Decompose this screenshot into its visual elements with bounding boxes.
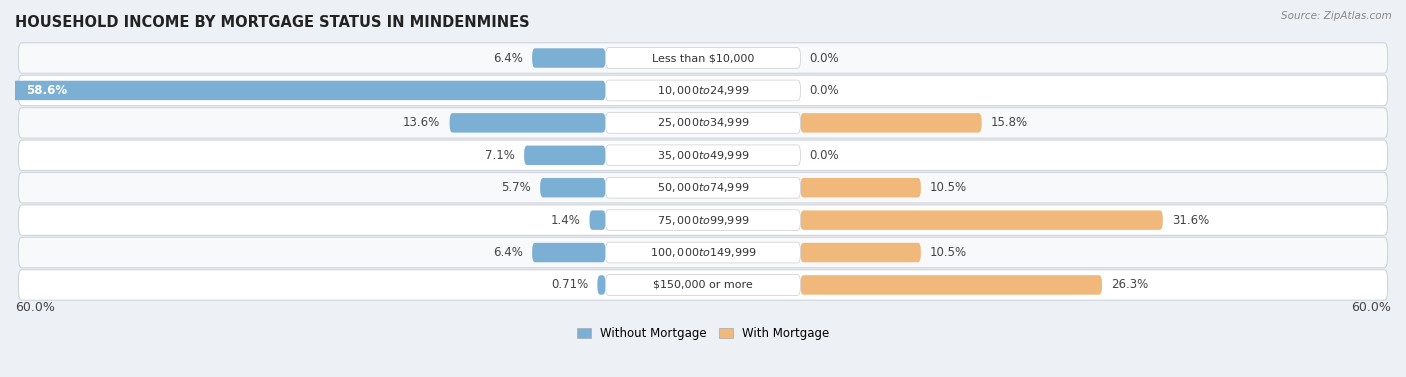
FancyBboxPatch shape [606, 145, 800, 166]
FancyBboxPatch shape [18, 140, 1388, 170]
Text: 6.4%: 6.4% [494, 52, 523, 64]
FancyBboxPatch shape [18, 172, 1388, 203]
Text: 0.71%: 0.71% [551, 279, 588, 291]
Text: $150,000 or more: $150,000 or more [654, 280, 752, 290]
FancyBboxPatch shape [18, 107, 1388, 138]
Text: 10.5%: 10.5% [929, 246, 967, 259]
Text: 7.1%: 7.1% [485, 149, 515, 162]
FancyBboxPatch shape [524, 146, 606, 165]
Text: $35,000 to $49,999: $35,000 to $49,999 [657, 149, 749, 162]
Text: HOUSEHOLD INCOME BY MORTGAGE STATUS IN MINDENMINES: HOUSEHOLD INCOME BY MORTGAGE STATUS IN M… [15, 15, 530, 30]
Text: 0.0%: 0.0% [810, 84, 839, 97]
FancyBboxPatch shape [800, 178, 921, 198]
Text: $100,000 to $149,999: $100,000 to $149,999 [650, 246, 756, 259]
FancyBboxPatch shape [598, 275, 606, 295]
FancyBboxPatch shape [18, 205, 1388, 235]
Text: $25,000 to $34,999: $25,000 to $34,999 [657, 116, 749, 129]
FancyBboxPatch shape [540, 178, 606, 198]
FancyBboxPatch shape [606, 48, 800, 68]
Text: $50,000 to $74,999: $50,000 to $74,999 [657, 181, 749, 194]
FancyBboxPatch shape [18, 270, 1388, 300]
FancyBboxPatch shape [800, 275, 1102, 295]
FancyBboxPatch shape [589, 210, 606, 230]
Text: 10.5%: 10.5% [929, 181, 967, 194]
FancyBboxPatch shape [18, 43, 1388, 73]
FancyBboxPatch shape [531, 243, 606, 262]
FancyBboxPatch shape [531, 48, 606, 68]
FancyBboxPatch shape [606, 242, 800, 263]
Text: 1.4%: 1.4% [550, 214, 581, 227]
FancyBboxPatch shape [0, 81, 606, 100]
FancyBboxPatch shape [18, 237, 1388, 268]
Text: Less than $10,000: Less than $10,000 [652, 53, 754, 63]
FancyBboxPatch shape [18, 75, 1388, 106]
Text: 60.0%: 60.0% [1351, 300, 1391, 314]
FancyBboxPatch shape [606, 210, 800, 230]
FancyBboxPatch shape [800, 210, 1163, 230]
Text: $10,000 to $24,999: $10,000 to $24,999 [657, 84, 749, 97]
Text: 0.0%: 0.0% [810, 52, 839, 64]
Legend: Without Mortgage, With Mortgage: Without Mortgage, With Mortgage [572, 322, 834, 345]
Text: Source: ZipAtlas.com: Source: ZipAtlas.com [1281, 11, 1392, 21]
Text: 15.8%: 15.8% [991, 116, 1028, 129]
Text: 26.3%: 26.3% [1111, 279, 1149, 291]
Text: 31.6%: 31.6% [1173, 214, 1209, 227]
Text: $75,000 to $99,999: $75,000 to $99,999 [657, 214, 749, 227]
Text: 60.0%: 60.0% [15, 300, 55, 314]
FancyBboxPatch shape [800, 113, 981, 133]
FancyBboxPatch shape [606, 274, 800, 295]
FancyBboxPatch shape [606, 80, 800, 101]
FancyBboxPatch shape [450, 113, 606, 133]
Text: 13.6%: 13.6% [404, 116, 440, 129]
Text: 58.6%: 58.6% [27, 84, 67, 97]
Text: 6.4%: 6.4% [494, 246, 523, 259]
Text: 5.7%: 5.7% [502, 181, 531, 194]
FancyBboxPatch shape [606, 112, 800, 133]
FancyBboxPatch shape [606, 177, 800, 198]
FancyBboxPatch shape [800, 243, 921, 262]
Text: 0.0%: 0.0% [810, 149, 839, 162]
